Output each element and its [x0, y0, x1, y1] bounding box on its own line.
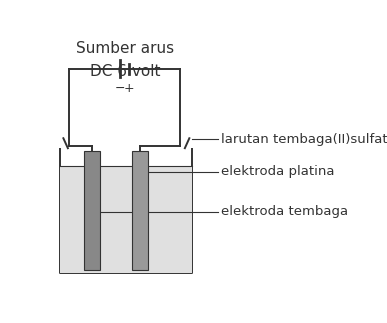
- Bar: [60, 166, 192, 273]
- Text: larutan tembaga(II)sulfat: larutan tembaga(II)sulfat: [221, 133, 387, 146]
- Text: elektroda tembaga: elektroda tembaga: [221, 205, 348, 218]
- Text: −: −: [115, 82, 126, 95]
- Bar: [84, 151, 100, 270]
- Bar: [132, 151, 148, 270]
- Text: +: +: [124, 82, 135, 95]
- Text: DC 6 volt: DC 6 volt: [90, 64, 160, 78]
- Text: Sumber arus: Sumber arus: [76, 41, 174, 56]
- Text: elektroda platina: elektroda platina: [221, 165, 334, 178]
